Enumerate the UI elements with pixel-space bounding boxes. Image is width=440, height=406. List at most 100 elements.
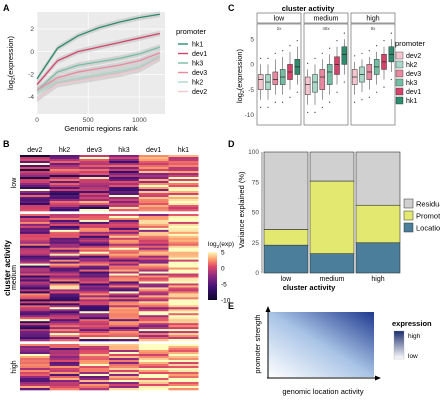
- panel-b-cell: [79, 317, 110, 320]
- panel-b-cell: [20, 193, 50, 196]
- panel-b-cell: [79, 215, 110, 219]
- panel-b-cell: [79, 368, 110, 371]
- panel-b-cell: [109, 255, 140, 258]
- panel-b-cell: [49, 205, 80, 208]
- panel-b-cell: [49, 307, 80, 310]
- panel-b-cell: [79, 177, 110, 180]
- panel-b-cell: [49, 315, 80, 318]
- panel-b-cell: [20, 169, 50, 172]
- panel-b-cell: [138, 169, 169, 172]
- panel-b-cell: [49, 386, 80, 389]
- panel-c-outlier-hk1: [296, 91, 298, 93]
- panel-b-cell: [138, 364, 169, 367]
- panel-b-cell: [79, 209, 110, 212]
- panel-b-cell: [20, 203, 50, 206]
- panel-c-outlier-dev1: [336, 40, 338, 42]
- panel-b-cell: [20, 331, 50, 334]
- panel-c-box-dev3: [272, 71, 279, 85]
- panel-b-cell: [138, 291, 169, 294]
- panel-b-colorbar-title: log2(exp): [208, 241, 234, 249]
- panel-b-cell: [109, 277, 140, 280]
- panel-b-cell: [138, 197, 169, 200]
- panel-c-outlier-dev1: [383, 86, 385, 88]
- panel-a-line-dev1: [36, 32, 161, 85]
- panel-b-cell: [49, 251, 80, 254]
- panel-b-cell: [79, 235, 110, 239]
- panel-b-cell: [20, 161, 50, 164]
- panel-b-cell: [109, 378, 140, 381]
- panel-b-cell: [168, 165, 199, 168]
- panel-b-cell: [168, 167, 199, 170]
- panel-b-cell: [109, 191, 140, 194]
- panel-b-cell: [20, 243, 50, 247]
- panel-b-cell: [20, 249, 50, 253]
- panel-b-cell: [20, 303, 50, 306]
- panel-b-cell: [20, 175, 50, 178]
- panel-b-cell: [79, 195, 110, 198]
- panel-b-cell: [49, 169, 80, 172]
- panel-b-cell: [168, 305, 199, 308]
- panel-b-cell: [109, 175, 140, 178]
- panel-c-legend-label-dev1: dev1: [406, 89, 421, 96]
- panel-b-cell: [138, 237, 169, 241]
- panel-b-cell: [20, 293, 50, 296]
- panel-b-cell: [20, 257, 50, 260]
- panel-b-colorbar-tick: 0: [221, 265, 225, 272]
- panel-b-cell: [168, 231, 199, 235]
- panel-c-outlier-hk2: [361, 52, 363, 54]
- panel-b-cell: [79, 283, 110, 286]
- panel-b-cell: [79, 183, 110, 186]
- panel-b-column-dev1: dev1: [146, 147, 161, 154]
- panel-b-cell: [20, 269, 50, 272]
- panel-b-cell: [49, 207, 80, 210]
- panel-b-cell: [20, 179, 50, 182]
- panel-b-cell: [49, 352, 80, 355]
- panel-b-cell: [49, 356, 80, 359]
- panel-b-cell: [79, 207, 110, 210]
- panel-b-cell: [79, 297, 110, 300]
- panel-c-outlier-dev2: [307, 62, 309, 64]
- panel-b-cell: [79, 287, 110, 290]
- panel-b-cell: [109, 241, 140, 245]
- panel-b-cell: [138, 175, 169, 178]
- panel-b-cell: [49, 335, 80, 338]
- panel-b-cell: [20, 315, 50, 318]
- panel-b-cell: [109, 214, 140, 217]
- panel-b-cell: [49, 333, 80, 336]
- panel-b-cell: [109, 275, 140, 278]
- panel-b-cell: [20, 197, 50, 200]
- panel-b-cell: [20, 247, 50, 251]
- panel-d-bar-promoter-medium: [309, 180, 355, 254]
- panel-b-cell: [49, 159, 80, 162]
- panel-a-legend-label-dev1: dev1: [192, 51, 207, 58]
- panel-c-ytick: 5: [250, 36, 254, 43]
- panel-c-box-hk3: [326, 64, 333, 85]
- panel-b-cell: [168, 301, 199, 304]
- panel-b-cell: [20, 201, 50, 204]
- panel-b-cell: [138, 221, 169, 225]
- panel-b-cell: [79, 315, 110, 318]
- panel-b-cell: [138, 171, 169, 174]
- panel-b-cell: [49, 191, 80, 194]
- panel-b-cell: [79, 382, 110, 385]
- panel-b-cell: [168, 374, 199, 377]
- panel-b-cell: [79, 285, 110, 288]
- panel-b-cell: [109, 317, 140, 320]
- panel-b-cell: [138, 249, 169, 253]
- panel-b-cell: [138, 386, 169, 389]
- panel-b-cell: [138, 161, 169, 164]
- panel-b-cell: [138, 259, 169, 262]
- panel-b-cell: [168, 354, 199, 357]
- panel-b-cell: [20, 239, 50, 243]
- panel-b-cell: [79, 181, 110, 184]
- panel-b-cell: [138, 297, 169, 300]
- panel-c-facet-note-medium: 48x: [322, 26, 330, 31]
- panel-b-cell: [49, 167, 80, 170]
- panel-b-cell: [138, 257, 169, 260]
- panel-b-cell: [138, 295, 169, 298]
- panel-b-cell: [138, 331, 169, 334]
- panel-b-cell: [109, 259, 140, 262]
- panel-b-cell: [49, 193, 80, 196]
- panel-e-legend-high: high: [408, 333, 421, 340]
- panel-b-cell: [79, 354, 110, 357]
